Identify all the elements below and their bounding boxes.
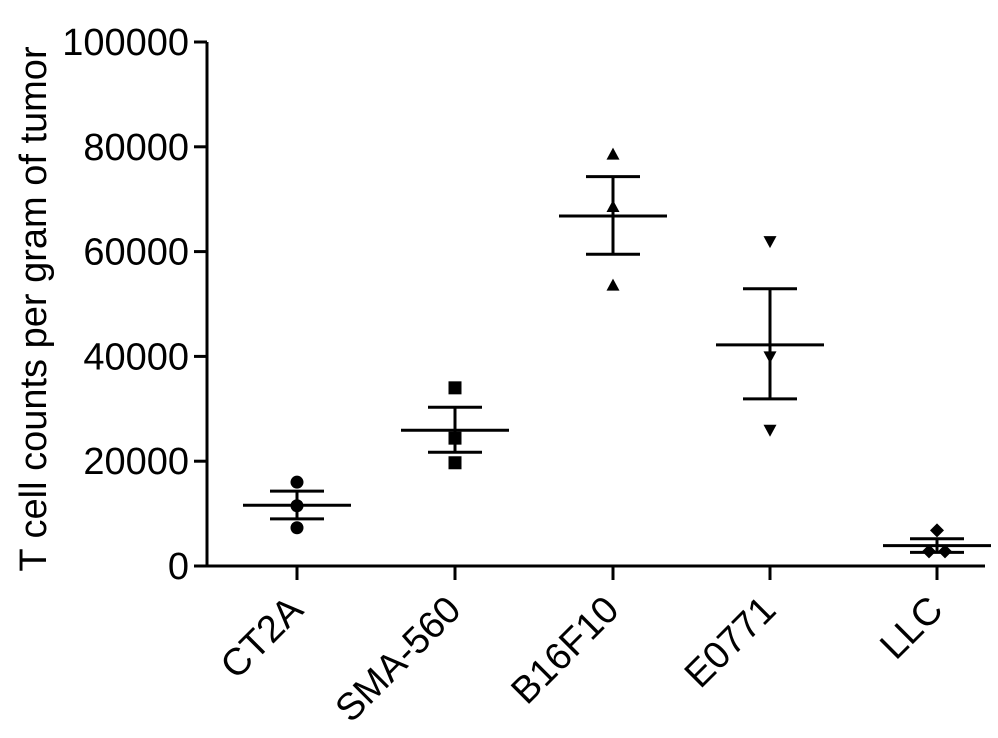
y-tick-label: 20000 bbox=[83, 441, 189, 483]
x-tick-label: CT2A bbox=[213, 588, 312, 687]
x-tick-label: LLC bbox=[872, 589, 951, 668]
data-point bbox=[290, 521, 304, 535]
y-tick-label: 80000 bbox=[83, 127, 189, 169]
data-point bbox=[448, 431, 462, 445]
y-tick-label: 0 bbox=[168, 546, 189, 588]
data-point bbox=[930, 523, 944, 538]
data-point bbox=[606, 147, 620, 160]
data-point bbox=[606, 200, 620, 213]
y-tick-label: 60000 bbox=[83, 232, 189, 274]
x-axis: CT2A SMA-560 B16F10 E0771 LLC bbox=[207, 564, 985, 731]
x-tick-label: E0771 bbox=[677, 589, 784, 696]
y-axis: 0 20000 40000 60000 80000 100000 bbox=[62, 22, 209, 588]
data-point bbox=[922, 544, 936, 559]
data-point bbox=[763, 424, 777, 437]
data-point bbox=[938, 544, 952, 559]
data-point bbox=[290, 475, 304, 489]
data-point bbox=[448, 381, 462, 395]
data-point bbox=[606, 278, 620, 291]
x-tick-label: SMA-560 bbox=[328, 589, 470, 731]
data-point bbox=[763, 351, 777, 364]
data-point bbox=[763, 236, 777, 249]
data-point bbox=[448, 456, 462, 470]
y-tick-label: 40000 bbox=[83, 336, 189, 378]
y-axis-label: T cell counts per gram of tumor bbox=[13, 46, 55, 572]
y-tick-label: 100000 bbox=[62, 22, 189, 64]
data-point bbox=[290, 499, 304, 513]
x-tick-label: B16F10 bbox=[504, 589, 628, 713]
plot-area bbox=[243, 147, 991, 559]
